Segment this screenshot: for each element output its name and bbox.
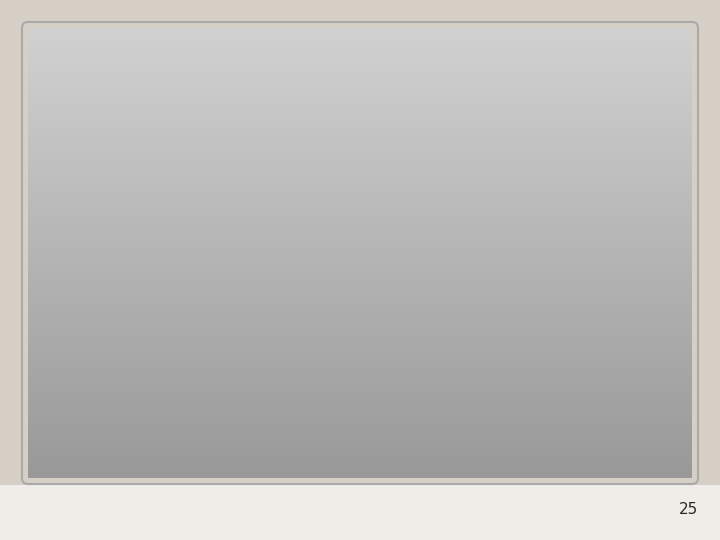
FancyBboxPatch shape [0,485,720,540]
Text: ◦ Reactant (glucose) 686 kcal: ◦ Reactant (glucose) 686 kcal [72,339,372,357]
Text: ⯸: ⯸ [48,293,62,317]
Text: Glucose Catabolism: Overall Energy: Glucose Catabolism: Overall Energy [52,37,571,63]
Text: ◦ From citric acid cycle – 2 ATP: ◦ From citric acid cycle – 2 ATP [72,208,382,227]
Text: ◦ Efficiency 39%; balance is waste heat: ◦ Efficiency 39%; balance is waste heat [72,413,472,431]
Text: Yield: Yield [52,72,125,98]
Text: ◦ Energy yield (36 ATP) 263 kcal: ◦ Energy yield (36 ATP) 263 kcal [72,375,398,395]
Text: ⯸: ⯸ [48,128,62,152]
Text: Energy content:: Energy content: [72,293,285,317]
Text: Net yield per glucose:: Net yield per glucose: [72,128,364,152]
Text: ◦ From glycolysis – 2 ATP: ◦ From glycolysis – 2 ATP [72,172,323,192]
Text: ◦ From electron transport chain – 32 ATP: ◦ From electron transport chain – 32 ATP [72,245,482,264]
Text: 25: 25 [679,503,698,517]
